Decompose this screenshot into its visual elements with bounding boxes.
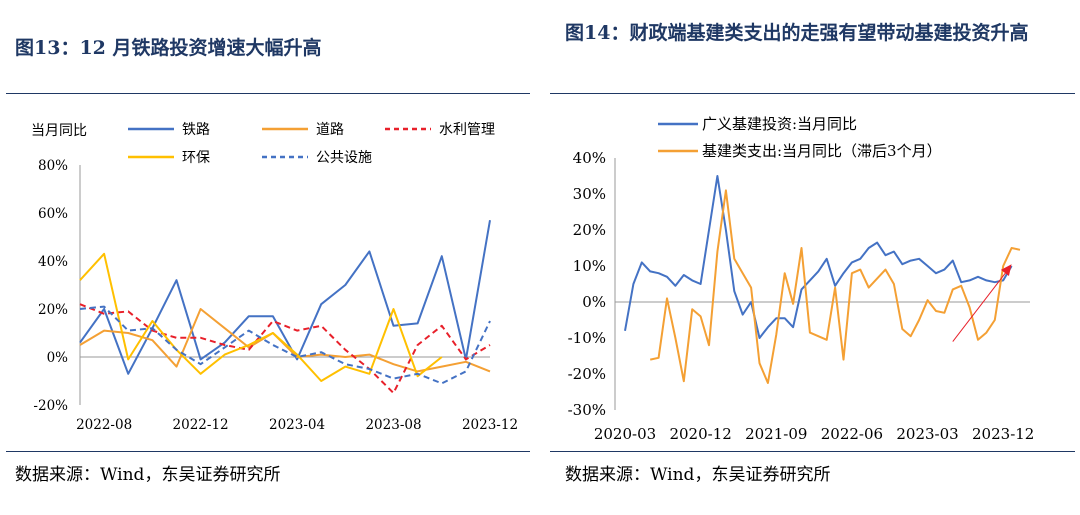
legend-label: 道路 bbox=[316, 122, 344, 138]
series-line-series-1 bbox=[624, 175, 1013, 339]
legend-label: 铁路 bbox=[182, 122, 210, 138]
source-note: 数据来源：Wind，东吴证券研究所 bbox=[565, 465, 831, 485]
y-tick-label: -30% bbox=[568, 401, 606, 419]
title-divider bbox=[6, 93, 530, 94]
y-tick-label: -10% bbox=[568, 329, 606, 347]
legend-label: 水利管理 bbox=[439, 122, 495, 138]
y-tick-label: 0% bbox=[47, 350, 69, 366]
x-tick-label: 2020-03 bbox=[594, 425, 656, 443]
y-axis-title: 当月同比 bbox=[31, 123, 87, 139]
bottom-divider bbox=[550, 451, 1075, 452]
y-tick-label: 80% bbox=[38, 158, 68, 174]
infrastructure-spending-chart: -30% -20% -10% 0% 10% 20% 30% 40% 2020-03 2020-12… bbox=[568, 115, 1035, 443]
trend-arrow-shaft bbox=[952, 269, 1008, 342]
x-tick-label: 2022-08 bbox=[76, 417, 132, 433]
legend-label: 公共设施 bbox=[316, 150, 372, 166]
legend-label: 环保 bbox=[182, 150, 210, 166]
y-tick-label: 40% bbox=[573, 149, 606, 167]
y-tick-label: -20% bbox=[33, 398, 68, 414]
y-tick-label: 60% bbox=[38, 206, 68, 222]
right-figure-panel: 图14：财政端基建类支出的走强有望带动基建投资升高 -30% -20% -10% 0%… bbox=[550, 0, 1080, 515]
x-tick-label: 2020-12 bbox=[669, 425, 731, 443]
left-figure-panel: 图13：12 月铁路投资增速大幅升高 当月同比 -20% 0% 20% 40% 60% 80… bbox=[0, 0, 530, 515]
source-note: 数据来源：Wind，东吴证券研究所 bbox=[15, 465, 281, 485]
y-tick-label: 20% bbox=[38, 302, 68, 318]
series-line-series-2 bbox=[79, 308, 491, 373]
title-divider bbox=[550, 93, 1075, 94]
figure-title: 图14：财政端基建类支出的走强有望带动基建投资升高 bbox=[565, 22, 1029, 44]
x-tick-label: 2023-08 bbox=[365, 417, 421, 433]
x-tick-label: 2021-09 bbox=[745, 425, 807, 443]
x-tick-label: 2023-04 bbox=[269, 417, 325, 433]
y-tick-label: 40% bbox=[38, 254, 68, 270]
x-tick-label: 2023-03 bbox=[896, 425, 958, 443]
figure-title: 图13：12 月铁路投资增速大幅升高 bbox=[15, 37, 322, 59]
x-tick-label: 2022-06 bbox=[821, 425, 883, 443]
y-tick-label: 30% bbox=[573, 185, 606, 203]
y-tick-label: 10% bbox=[573, 257, 606, 275]
y-tick-label: -20% bbox=[568, 365, 606, 383]
y-tick-label: 0% bbox=[582, 293, 606, 311]
railway-investment-chart: 当月同比 -20% 0% 20% 40% 60% 80% 2022-08 2022-12 2023… bbox=[31, 122, 518, 433]
y-tick-label: 20% bbox=[573, 221, 606, 239]
series-line-series-1 bbox=[79, 220, 491, 375]
trend-arrow-head bbox=[1000, 264, 1012, 276]
legend-label: 广义基建投资:当月同比 bbox=[702, 115, 857, 133]
x-tick-label: 2023-12 bbox=[972, 425, 1034, 443]
series-line-series-5 bbox=[79, 305, 491, 385]
series-line-series-2 bbox=[649, 189, 1021, 384]
legend-label: 基建类支出:当月同比（滞后3个月） bbox=[702, 142, 942, 160]
series-line-series-4 bbox=[79, 252, 443, 382]
x-tick-label: 2022-12 bbox=[173, 417, 229, 433]
x-tick-label: 2023-12 bbox=[462, 417, 518, 433]
bottom-divider bbox=[6, 451, 530, 452]
